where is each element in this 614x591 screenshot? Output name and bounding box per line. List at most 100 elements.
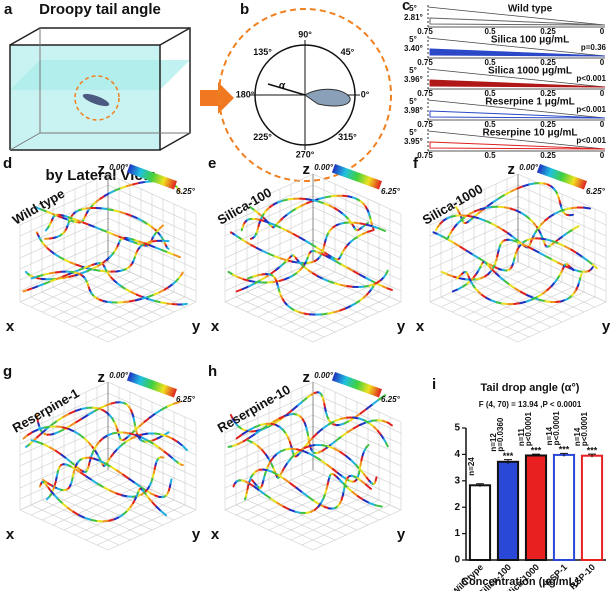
trajectory — [43, 280, 52, 285]
trajectory — [98, 459, 107, 465]
alpha-ray — [267, 83, 306, 96]
row-title: Wild type — [508, 4, 553, 15]
trajectory — [340, 431, 349, 438]
colorbar — [331, 164, 382, 190]
trajectory — [321, 444, 330, 448]
angle-label: 225° — [253, 132, 272, 142]
scale-tick: 0.75 — [417, 89, 433, 98]
trajectory — [545, 238, 554, 243]
grid-line — [312, 509, 402, 551]
trajectory — [364, 483, 372, 490]
trajectory — [171, 437, 179, 444]
trajectory — [327, 311, 336, 315]
axis-label: z — [98, 161, 106, 178]
trajectory — [148, 412, 157, 419]
trajectory — [285, 408, 294, 416]
grid-line — [19, 509, 109, 551]
arrow — [200, 82, 234, 114]
trajectory — [307, 436, 314, 444]
tail-wedge — [429, 141, 606, 150]
trajectory — [97, 482, 106, 489]
trajectory — [254, 428, 263, 435]
trajectory — [128, 478, 137, 485]
row-title: Silica 100 μg/mL — [491, 35, 569, 46]
trajectory — [42, 443, 52, 449]
axis-label: z — [98, 369, 106, 386]
ref-line — [427, 37, 606, 57]
trajectory — [166, 246, 170, 250]
bar — [580, 454, 604, 561]
trajectory — [55, 275, 64, 280]
scale-top: 5° — [409, 128, 417, 137]
trajectory — [94, 226, 103, 231]
angle-label: 0° — [361, 89, 370, 99]
trajectory — [286, 229, 295, 236]
trajectory — [571, 225, 580, 231]
ref-line — [427, 68, 606, 88]
grid-line — [30, 296, 120, 338]
trajectory — [564, 207, 573, 211]
trajectory — [242, 436, 251, 443]
angle-label: 45° — [341, 47, 355, 57]
angle-label: 135° — [253, 47, 272, 57]
trajectory — [502, 229, 510, 235]
axis-label: y — [397, 318, 406, 335]
scale-tick: 0 — [600, 151, 605, 160]
colorbar — [126, 372, 177, 398]
grid-line — [301, 296, 391, 338]
axis-label: z — [303, 369, 311, 386]
trajectory — [99, 404, 108, 409]
trajectory — [81, 413, 90, 420]
trajectory — [72, 510, 81, 517]
trajectory — [84, 516, 93, 521]
trajectory — [154, 299, 163, 304]
trajectory — [531, 295, 539, 301]
trajectory — [62, 275, 71, 279]
trajectory — [311, 431, 319, 439]
trajectory — [532, 248, 541, 255]
trajectory — [297, 399, 305, 407]
scale-tick: 0.5 — [484, 58, 496, 67]
trajectory — [74, 407, 83, 412]
trajectory — [351, 491, 359, 498]
panel-title: Wild type — [10, 186, 67, 228]
trajectory — [273, 255, 282, 260]
grid-line — [235, 504, 325, 546]
trajectory — [365, 223, 374, 228]
trajectory — [61, 502, 69, 509]
trajectory — [497, 205, 506, 209]
grid-line — [312, 301, 402, 343]
trajectory — [143, 416, 151, 423]
trajectory — [68, 409, 77, 415]
trajectory — [141, 436, 150, 442]
trajectory — [498, 193, 507, 200]
trajectory — [130, 291, 138, 296]
panel-label: h — [208, 363, 217, 380]
trajectory — [377, 394, 387, 401]
trajectory — [504, 190, 513, 196]
colorbar — [331, 372, 382, 398]
trajectory — [385, 269, 389, 275]
trajectory — [368, 502, 377, 507]
trajectory — [335, 435, 343, 442]
tail-wedge — [429, 17, 606, 26]
trajectory — [266, 280, 275, 284]
trajectory — [545, 255, 554, 261]
scale-tick: 0.5 — [484, 120, 496, 129]
trajectory — [340, 283, 349, 288]
axis-label: x — [6, 318, 15, 335]
trajectory — [385, 442, 389, 448]
grid-line — [107, 184, 197, 226]
chart-subtitle: F (4, 70) = 13.94 ,P < 0.0001 — [479, 400, 582, 409]
grid-line — [107, 381, 197, 423]
trajectory — [333, 417, 343, 423]
trajectory — [135, 297, 144, 302]
trajectory — [492, 197, 501, 203]
trajectory — [88, 223, 97, 229]
grid-line — [52, 494, 142, 536]
trajectory — [300, 202, 309, 207]
trajectory — [526, 294, 535, 299]
trajectory — [570, 248, 579, 255]
trajectory — [359, 273, 368, 280]
trajectory — [362, 498, 371, 505]
